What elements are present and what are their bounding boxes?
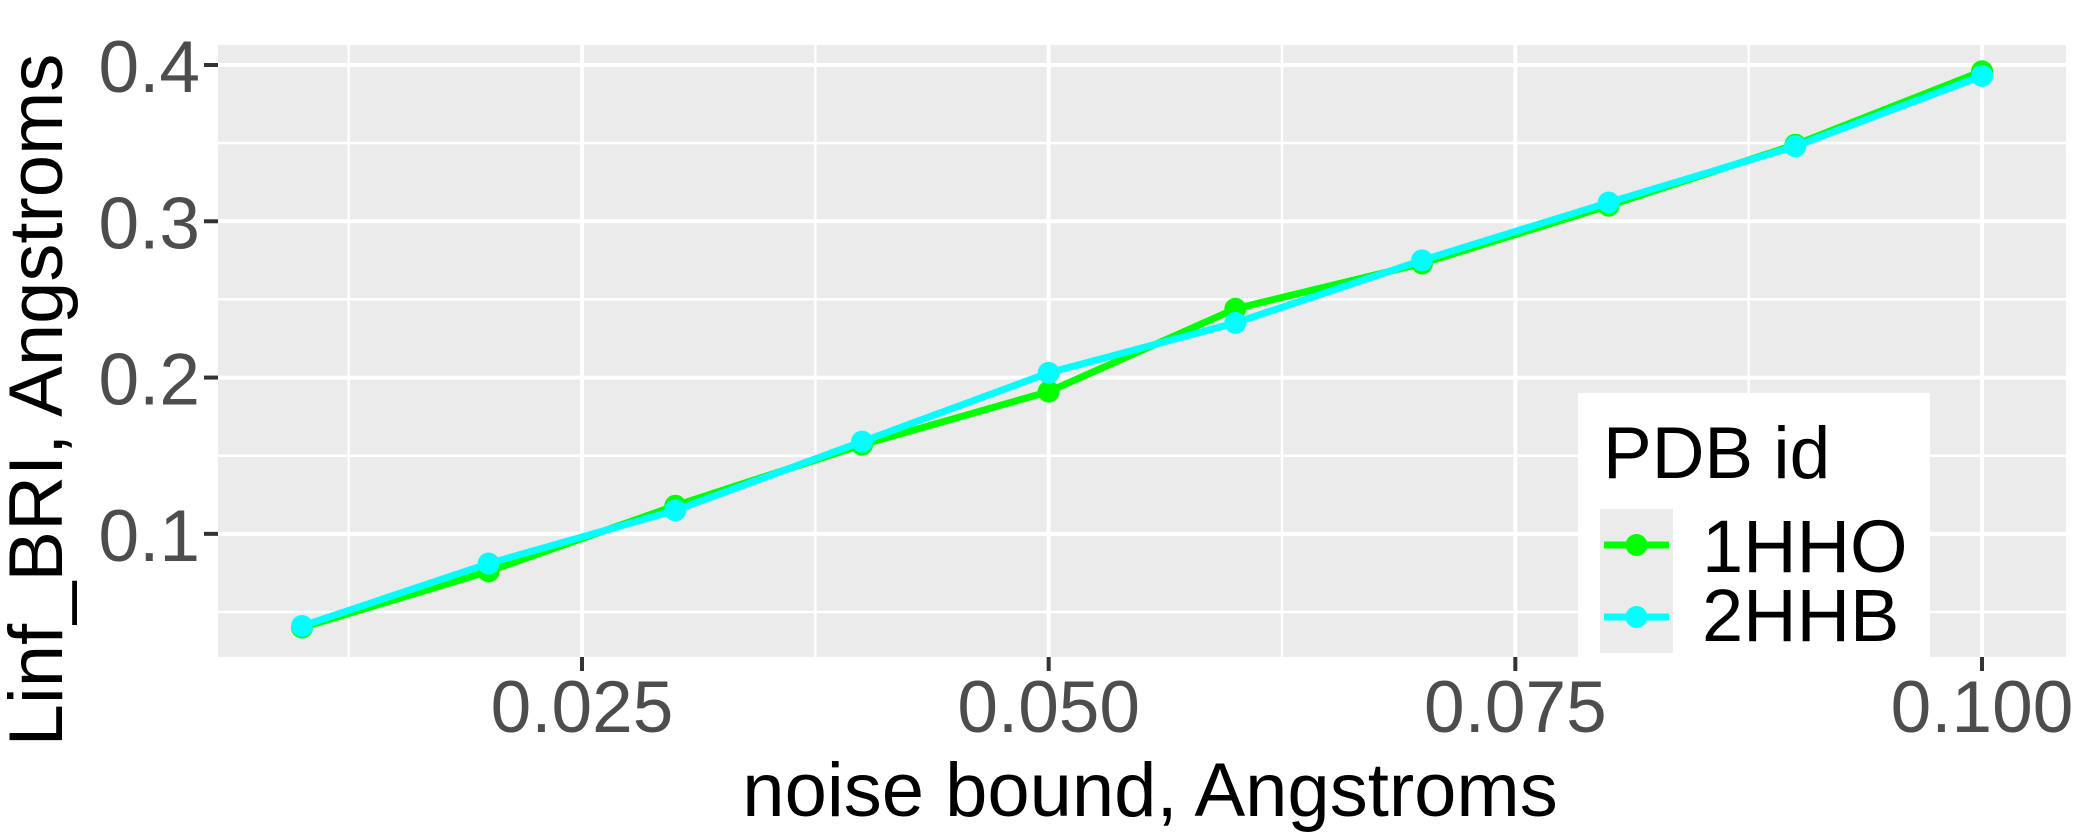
data-point-2hhb [1037,361,1060,384]
x-tick-label: 0.075 [1424,667,1607,748]
legend-label-1hho: 1HHO [1702,505,1908,588]
legend-title: PDB id [1603,413,1830,494]
data-point-1hho [1037,380,1060,403]
y-tick-label: 0.2 [99,340,200,421]
legend-keys [1600,509,1673,653]
legend-label-2hhb: 2HHB [1702,574,1899,657]
data-point-2hhb [477,552,500,575]
x-tick-label: 0.050 [957,667,1140,748]
y-tick-label: 0.1 [99,496,200,577]
x-tick-label: 0.025 [491,667,674,748]
data-point-2hhb [291,615,313,638]
data-point-2hhb [664,499,687,522]
legend: PDB id 1HHO 2HHB [1578,393,1930,657]
y-axis: 0.1 0.2 0.3 0.4 [99,27,218,577]
data-point-2hhb [1411,249,1433,272]
legend-key-point-1hho [1625,534,1648,556]
data-point-2hhb [851,430,873,453]
legend-key-point-2hhb [1625,606,1648,628]
series-line-2hhb [300,72,1984,630]
x-tick-label: 0.100 [1891,667,2074,748]
data-series [291,60,1993,639]
data-point-2hhb [1971,64,1993,87]
y-tick-label: 0.4 [99,27,200,108]
major-gridlines [218,45,2066,657]
data-point-2hhb [1597,191,1620,214]
data-point-2hhb [1224,311,1247,334]
y-axis-title: Linf_BRI, Angstroms [0,54,79,747]
x-axis: 0.025 0.050 0.075 0.100 [491,657,2074,748]
x-axis-title: noise bound, Angstroms [742,748,1557,833]
y-tick-label: 0.3 [99,183,200,264]
data-point-2hhb [1784,135,1807,158]
